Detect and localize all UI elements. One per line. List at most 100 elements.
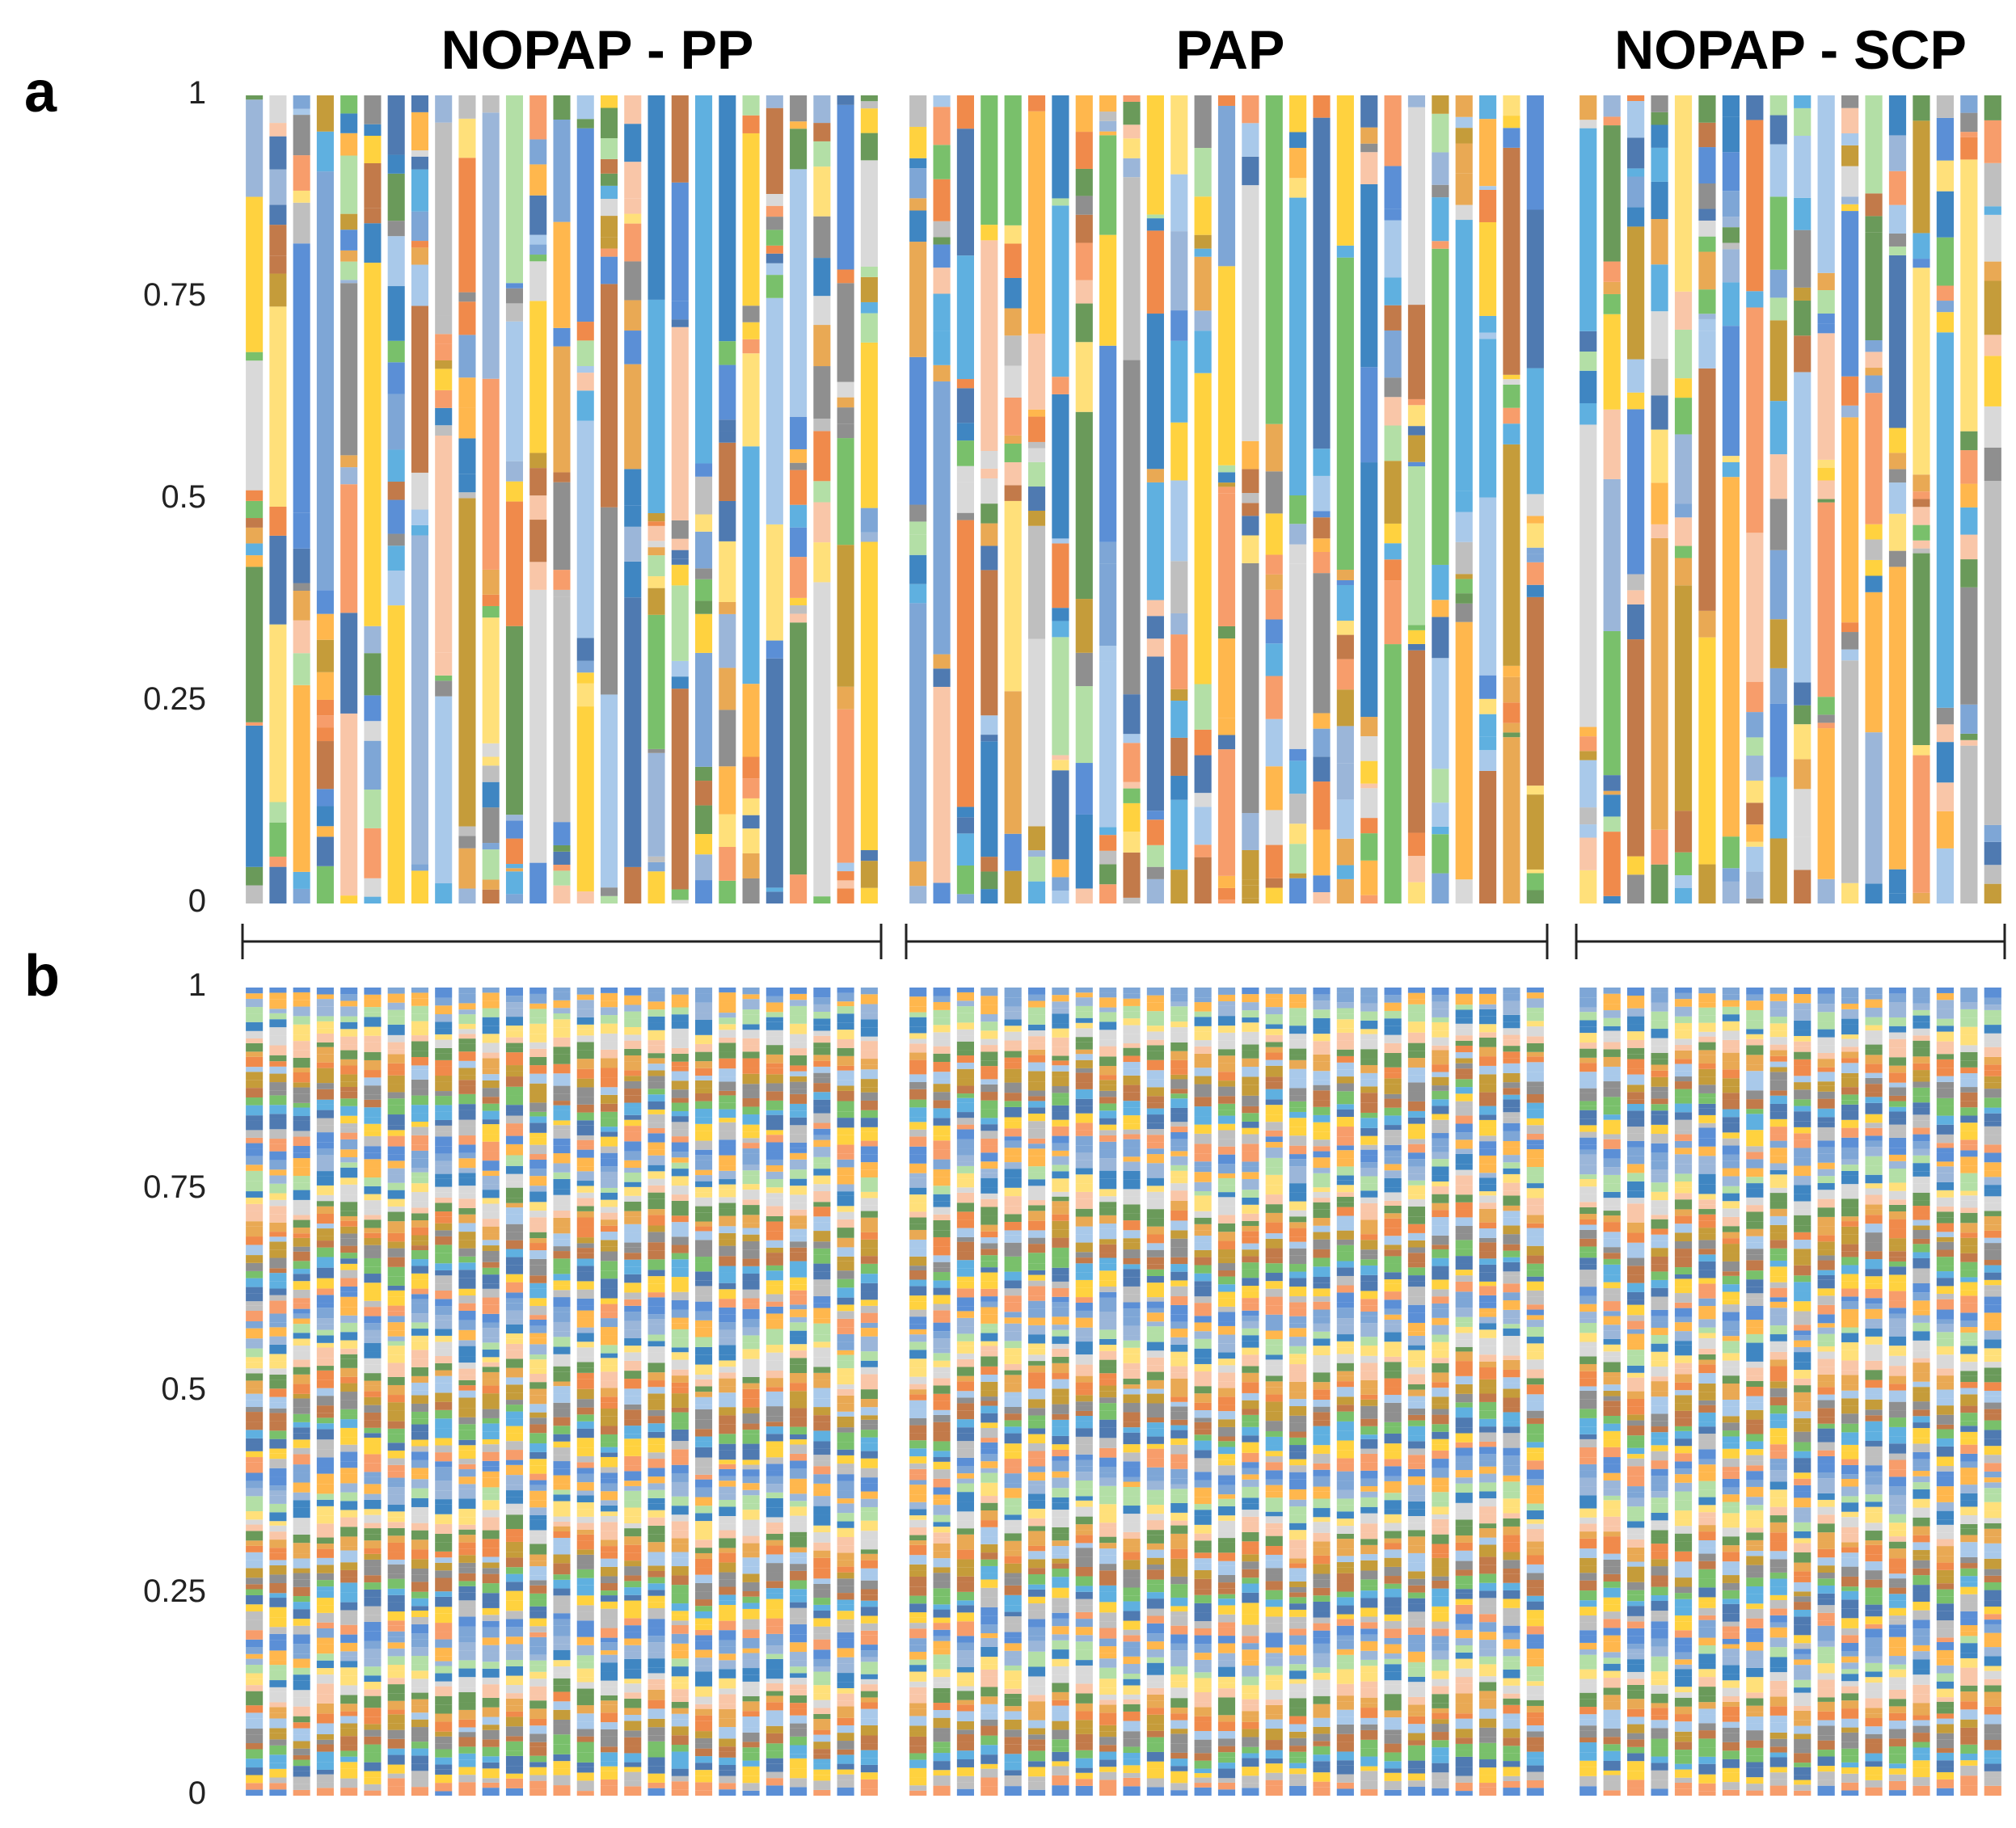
bar-segment (1627, 639, 1645, 857)
bar-segment (909, 1731, 927, 1737)
bar-segment (1123, 897, 1141, 903)
bar-segment (1336, 763, 1354, 800)
bar-segment (765, 1352, 783, 1361)
bar-segment (269, 1222, 287, 1232)
bar-segment (647, 1608, 665, 1620)
bar-segment (742, 1701, 760, 1712)
bar-segment (482, 1080, 500, 1089)
bar-segment (553, 1588, 571, 1596)
bar-segment (1075, 814, 1093, 889)
bar-segment (293, 1298, 310, 1304)
bar-segment (624, 95, 642, 124)
bar-segment (529, 234, 547, 245)
bar-segment (813, 1763, 831, 1770)
bar-segment (624, 1095, 642, 1103)
bar-segment (482, 1052, 500, 1059)
bar-segment (719, 1109, 736, 1118)
bar-segment (742, 1138, 760, 1144)
bar-segment (837, 1368, 854, 1376)
bar-segment (1004, 1392, 1022, 1397)
bar-segment (246, 1775, 264, 1784)
bar-segment (482, 1103, 500, 1111)
bar-segment (1194, 95, 1212, 149)
bar-segment (1099, 541, 1117, 564)
bar-segment (981, 1100, 998, 1110)
bar-segment (505, 1490, 524, 1497)
bar-segment (316, 789, 334, 807)
bar-segment (1004, 1136, 1022, 1141)
bar-segment (933, 1236, 951, 1247)
bar-segment (860, 850, 878, 861)
bar-segment (647, 1127, 665, 1134)
bar-segment (695, 1479, 713, 1488)
bar-segment (1004, 1459, 1022, 1468)
bar-segment (246, 1191, 264, 1198)
bar-segment (624, 866, 642, 903)
bar-segment (671, 1021, 689, 1029)
bar-segment (269, 1783, 287, 1790)
bar-segment (695, 1109, 713, 1118)
bar-segment (933, 1451, 951, 1458)
bar-segment (340, 1656, 358, 1662)
bar-segment (671, 1152, 689, 1158)
bar-segment (671, 319, 689, 327)
bar-segment (505, 1047, 524, 1053)
bar-segment (246, 1293, 264, 1302)
bar-segment (269, 1281, 287, 1289)
bar-segment (1865, 232, 1883, 341)
bar-segment (1075, 1611, 1093, 1620)
bar-segment (293, 653, 310, 685)
bar-segment (719, 1226, 736, 1233)
bar-segment (435, 1076, 453, 1082)
bar-segment (435, 1591, 453, 1597)
bar-segment (1027, 1211, 1046, 1221)
bar-segment (387, 1559, 405, 1565)
bar-segment (340, 261, 358, 280)
bar-segment (1052, 1426, 1069, 1436)
bar-segment (553, 1274, 571, 1281)
bar-segment (387, 545, 405, 571)
bar-segment (1027, 1619, 1046, 1628)
bar-segment (956, 1268, 974, 1277)
bar-segment (576, 1490, 594, 1496)
bar-segment (695, 1474, 713, 1480)
bar-segment (765, 1257, 783, 1266)
bar-segment (482, 1160, 500, 1171)
bar-segment (695, 1641, 713, 1650)
bar-segment (505, 1303, 524, 1311)
bar-segment (293, 1338, 310, 1346)
bar-segment (529, 1154, 547, 1160)
bar-segment (246, 1577, 264, 1585)
bar-segment (1004, 1467, 1022, 1474)
bar-segment (765, 1678, 783, 1683)
bar-segment (246, 1338, 264, 1343)
bar-segment (1313, 756, 1331, 782)
bar-segment (837, 1521, 854, 1528)
bar-segment (269, 1582, 287, 1594)
bar-segment (1027, 1096, 1046, 1101)
bar-segment (1217, 482, 1236, 487)
bar-segment (909, 1785, 927, 1791)
bar-segment (1004, 1375, 1022, 1384)
bar-segment (1027, 1024, 1046, 1030)
bar-segment (1455, 621, 1473, 880)
bar-segment (505, 1778, 524, 1788)
bar-segment (387, 1341, 405, 1346)
bar-segment (246, 1540, 264, 1546)
bar-segment (1432, 152, 1449, 185)
bar-segment (364, 1689, 382, 1696)
bar-segment (624, 1232, 642, 1243)
bar-segment (316, 1788, 334, 1796)
bar-segment (1746, 291, 1764, 308)
bar-segment (813, 1042, 831, 1048)
bar-segment (956, 1381, 974, 1392)
bar-segment (246, 988, 264, 994)
bar-segment (340, 1736, 358, 1746)
bar-segment (1052, 1047, 1069, 1056)
bar-segment (1075, 1586, 1093, 1592)
bar-segment (813, 1139, 831, 1148)
bar-segment (269, 1745, 287, 1755)
bar-segment (1603, 95, 1621, 117)
bar-segment (387, 1016, 405, 1025)
bar-segment (411, 1451, 428, 1460)
